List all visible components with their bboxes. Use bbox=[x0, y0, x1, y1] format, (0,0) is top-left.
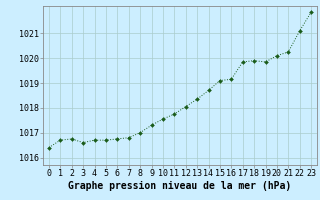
X-axis label: Graphe pression niveau de la mer (hPa): Graphe pression niveau de la mer (hPa) bbox=[68, 181, 292, 191]
